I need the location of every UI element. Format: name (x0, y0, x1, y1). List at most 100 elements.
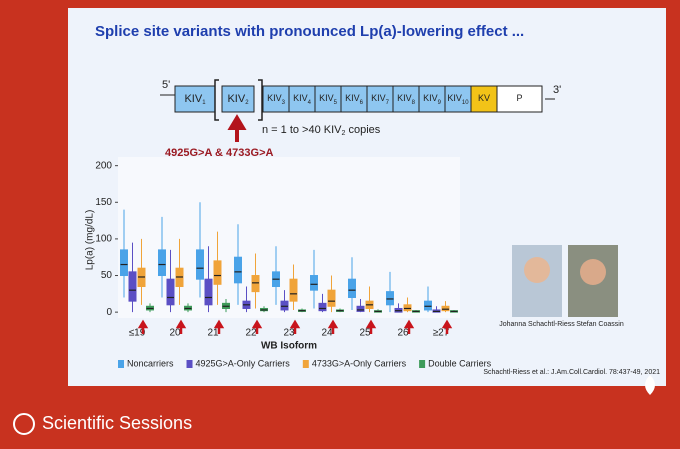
gene-segment (340, 85, 368, 113)
red-arrow (251, 319, 263, 334)
person-name: Stefan Coassin (576, 321, 624, 328)
gene-segment (262, 85, 290, 113)
three-prime: 3' (553, 84, 561, 96)
segment-sub: 1 (202, 100, 206, 106)
footer-logo (13, 413, 35, 435)
segment-sub: 6 (360, 100, 364, 106)
person-name: Johanna Schachtl-Riess (499, 321, 575, 328)
red-arrow (403, 319, 415, 334)
box (289, 278, 298, 302)
y-tick-label: 0 (106, 307, 112, 318)
segment-label: KIV9 (423, 93, 442, 105)
x-tick-label: 25 (359, 328, 371, 339)
x-tick-label: 21 (207, 328, 219, 339)
footer-text: Scientific Sessions (42, 413, 192, 433)
box (196, 249, 204, 280)
box (158, 249, 166, 277)
segment-label: P (516, 93, 522, 103)
legend-swatch (419, 360, 426, 368)
segment-base: KV (478, 93, 490, 103)
red-arrow (327, 319, 339, 334)
box (386, 291, 394, 306)
x-tick-label: 20 (169, 328, 181, 339)
box (424, 300, 432, 311)
segment-base: KIV (423, 93, 438, 103)
y-axis-label: Lp(a) (mg/dL) (85, 210, 96, 271)
slide-title: Splice site variants with pronounced Lp(… (95, 23, 524, 40)
plot-area (118, 157, 460, 318)
legend-label: Noncarriers (127, 358, 174, 368)
box (234, 256, 242, 284)
gene-segment (366, 85, 394, 113)
segment-sub: 7 (386, 100, 390, 106)
box (251, 275, 260, 293)
box (310, 275, 318, 291)
bracket (214, 79, 263, 121)
box (280, 300, 289, 311)
gene-segment (470, 85, 498, 113)
box (166, 278, 175, 306)
segment-base: KIV (184, 93, 202, 105)
segment-sub: 3 (282, 100, 286, 106)
box (213, 260, 222, 285)
red-arrow (289, 319, 301, 334)
legend-label: 4925G>A-Only Carriers (196, 358, 291, 368)
legend-label: Double Carriers (428, 358, 492, 368)
segment-sub: 8 (412, 100, 416, 106)
legend-swatch (118, 360, 124, 368)
legend-label: 4733G>A-Only Carriers (312, 358, 407, 368)
segment-sub: 2 (245, 100, 249, 106)
x-tick-label: 24 (321, 328, 333, 339)
y-tick-label: 200 (95, 160, 112, 171)
chart: 0 50 100 150 200 Lp(a) (mg/dL) WB Isoform ≤19 20… (85, 157, 492, 368)
photo-face (580, 259, 606, 285)
gene-segment (444, 85, 472, 113)
x-tick-label: 26 (397, 328, 409, 339)
segment-label: KV (478, 93, 490, 103)
box (318, 302, 327, 312)
box (204, 278, 213, 306)
gene-diagram: 5'KIV1 KIV2 KIV3 KIV4 KIV5 KIV6 KIV7 KIV8 KIV9 KI… (160, 79, 561, 159)
x-tick-label: ≥27 (433, 328, 450, 339)
gene-segment (496, 85, 543, 113)
segment-label: KIV5 (319, 93, 338, 105)
segment-sub: 4 (308, 100, 312, 106)
five-prime: 5' (162, 79, 170, 91)
copies-text: n = 1 to >40 KIV (262, 124, 342, 136)
red-arrow (213, 319, 225, 334)
segment-label: KIV6 (345, 93, 364, 105)
segment-sub: 9 (438, 100, 442, 106)
segment-base: KIV (267, 93, 282, 103)
copies-sub: 2 (342, 130, 346, 137)
box (403, 304, 412, 312)
arrow (227, 114, 247, 142)
segment-sub: 10 (462, 100, 469, 106)
y-tick-label: 150 (95, 197, 112, 208)
segment-label: KIV2 (227, 93, 249, 106)
gene-segment (392, 85, 420, 113)
copies-text: copies (345, 124, 380, 136)
segment-label: KIV3 (267, 93, 286, 105)
box (120, 249, 128, 277)
red-arrow (175, 319, 187, 334)
segment-base: KIV (293, 93, 308, 103)
segment-label: KIV1 (184, 93, 206, 106)
y-tick-label: 50 (101, 270, 113, 281)
segment-base: KIV (345, 93, 360, 103)
segment-label: KIV4 (293, 93, 312, 105)
photo-face (524, 257, 550, 283)
x-axis-label: WB Isoform (261, 341, 317, 352)
copies-note: n = 1 to >40 KIV2 copies (262, 124, 381, 137)
box (348, 278, 356, 298)
legend-swatch (186, 360, 193, 368)
red-arrow (441, 319, 453, 334)
gene-segment (221, 85, 255, 113)
segment-base: KIV (371, 93, 386, 103)
segment-base: KIV (447, 93, 462, 103)
box (327, 289, 336, 307)
y-tick-label: 100 (95, 234, 112, 245)
segment-base: KIV (397, 93, 412, 103)
segment-label: KIV8 (397, 93, 416, 105)
x-tick-label: 22 (245, 328, 257, 339)
